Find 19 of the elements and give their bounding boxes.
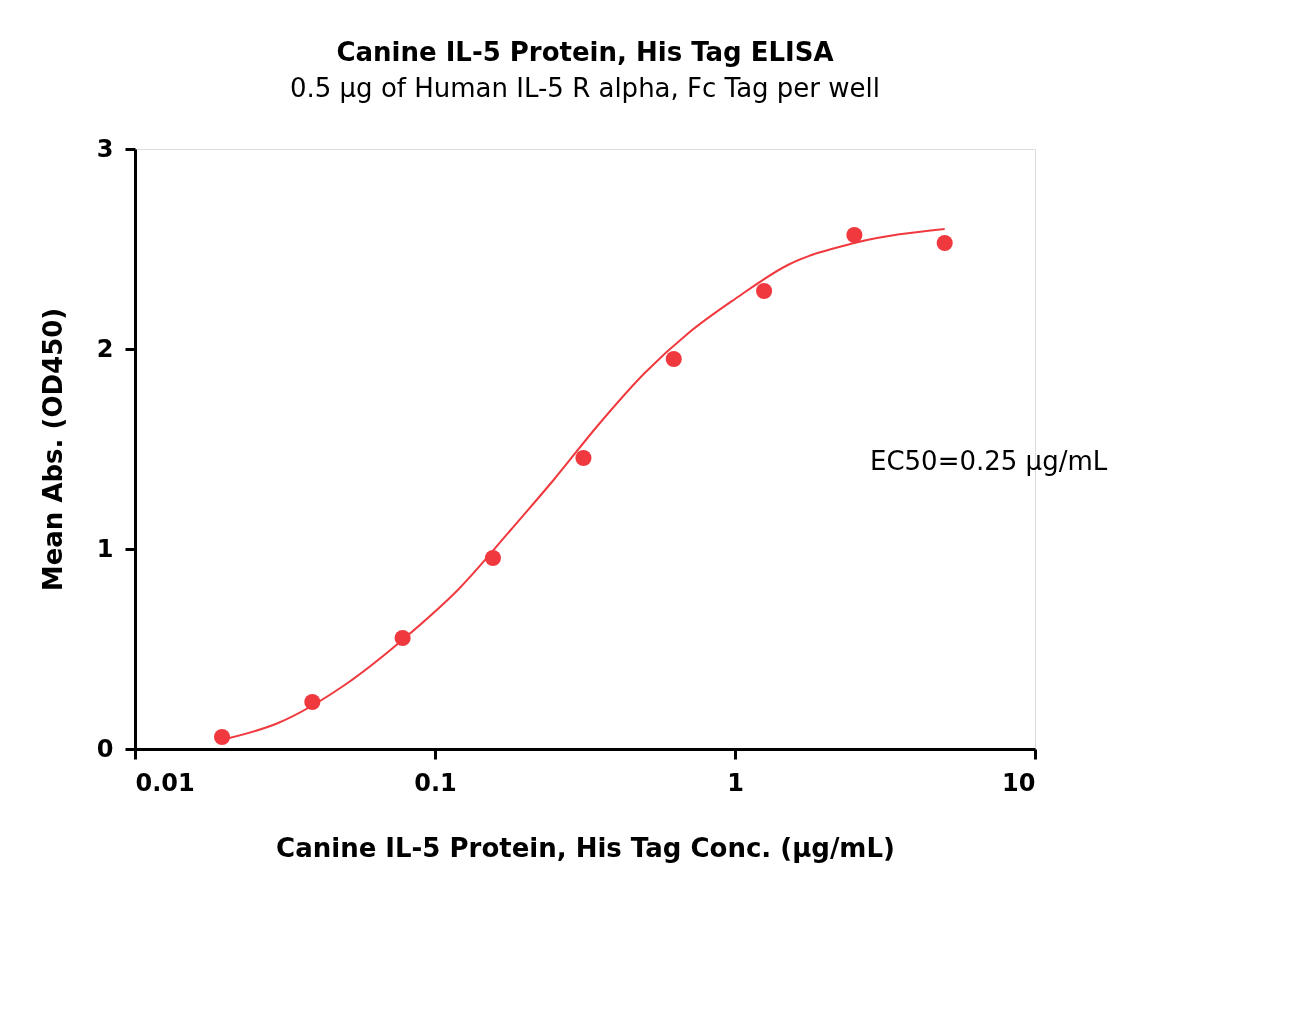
- point: [846, 226, 863, 244]
- x-tick-label: 0.01: [135, 768, 195, 797]
- point: [756, 282, 773, 300]
- point: [665, 350, 682, 368]
- x-axis-title: Canine IL-5 Protein, His Tag Conc. (μg/mL): [276, 832, 895, 863]
- x-tick-label: 0.1: [414, 768, 457, 797]
- y-tick-label: 2: [96, 334, 114, 363]
- annotation: EC50=0.25 μg/mL: [870, 446, 1108, 476]
- chart-title: Canine IL-5 Protein, His Tag ELISA: [336, 37, 834, 67]
- x-tick-label: 10: [1002, 768, 1036, 797]
- y-tick-label: 1: [96, 534, 114, 563]
- y-tick-label: 0: [96, 734, 114, 763]
- x-tick-label: 1: [727, 768, 744, 797]
- point: [936, 234, 953, 252]
- y-tick-label: 3: [96, 134, 114, 163]
- point: [213, 728, 231, 746]
- chart-subtitle: 0.5 μg of Human IL-5 R alpha, Fc Tag per well: [289, 73, 881, 103]
- point: [575, 449, 592, 467]
- y-axis-title: Mean Abs. (OD450): [37, 307, 68, 592]
